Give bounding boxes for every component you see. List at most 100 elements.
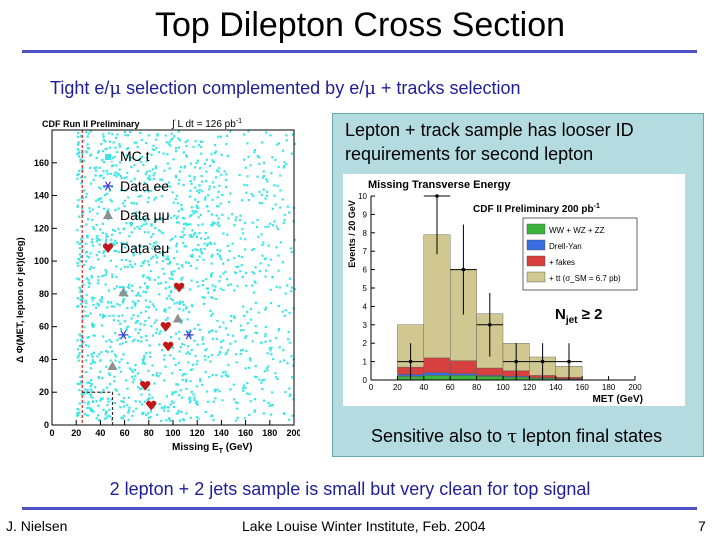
mc-point: [209, 309, 212, 312]
mc-point: [79, 334, 82, 337]
mc-point: [218, 249, 222, 252]
mc-point: [138, 252, 142, 255]
mc-point: [137, 291, 140, 294]
mc-point: [86, 414, 89, 417]
mc-point: [277, 269, 280, 272]
mc-point: [93, 334, 96, 337]
mc-point: [283, 161, 286, 164]
mc-point: [277, 254, 280, 257]
mc-point: [219, 340, 223, 344]
mc-point: [110, 185, 114, 189]
mc-point: [111, 275, 114, 279]
mc-point: [175, 217, 178, 220]
mc-point: [140, 336, 143, 339]
mc-point: [85, 250, 89, 253]
mc-point: [76, 241, 79, 244]
mc-point: [212, 418, 215, 422]
mc-point: [130, 231, 133, 234]
mc-point: [213, 143, 217, 147]
mc-point: [97, 304, 101, 307]
mc-point: [219, 275, 222, 278]
mc-point: [270, 353, 273, 356]
mc-point: [279, 189, 282, 192]
mc-point: [131, 265, 134, 269]
mc-point: [102, 251, 105, 254]
mc-point: [193, 175, 196, 179]
mc-point: [161, 349, 164, 352]
mc-point: [178, 170, 182, 173]
mc-point: [135, 184, 139, 188]
mc-point: [162, 188, 165, 191]
x-tick-label: 100: [496, 383, 510, 392]
legend-marker-emu: [102, 243, 114, 253]
mc-point: [92, 323, 96, 327]
data-emu-point: [139, 380, 151, 391]
mc-point: [80, 238, 83, 241]
mc-point: [281, 198, 284, 201]
mc-point: [222, 321, 225, 324]
mc-point: [182, 227, 186, 230]
mc-point: [152, 177, 155, 181]
mc-point: [99, 313, 102, 316]
mc-point: [119, 322, 122, 325]
mc-point: [245, 349, 248, 353]
mc-point: [218, 280, 221, 283]
mc-point: [233, 398, 236, 401]
mc-point: [100, 300, 103, 303]
mc-point: [255, 331, 259, 335]
mc-point: [239, 329, 243, 332]
mc-point: [131, 289, 134, 292]
mc-point: [93, 361, 96, 364]
mc-point: [204, 370, 207, 373]
histogram-title: Missing Transverse Energy: [368, 179, 511, 191]
y-tick-label: 100: [34, 256, 49, 266]
y-tick-label: 3: [363, 321, 368, 330]
mc-point: [130, 306, 133, 309]
mc-point: [212, 160, 215, 163]
legend-label: Data eμ: [120, 240, 169, 256]
mc-point: [208, 185, 211, 188]
mc-point: [219, 287, 222, 290]
mc-point: [90, 408, 94, 412]
mc-point: [226, 154, 229, 158]
mc-point: [193, 339, 196, 342]
mc-point: [273, 220, 276, 223]
conclusion-text: 2 lepton + 2 jets sample is small but ve…: [109, 479, 591, 499]
mc-point: [100, 295, 104, 299]
mc-point: [82, 189, 86, 192]
mc-point: [150, 153, 153, 156]
mc-point: [78, 388, 81, 392]
mc-point: [82, 263, 86, 267]
mc-point: [102, 388, 105, 392]
mc-point: [217, 135, 220, 138]
mc-point: [162, 152, 165, 155]
mc-point: [122, 286, 126, 289]
mc-point: [118, 361, 121, 364]
mc-point: [96, 282, 100, 285]
mc-point: [183, 245, 186, 248]
mc-point: [204, 180, 208, 183]
mc-point: [102, 408, 105, 411]
mc-point: [131, 381, 135, 384]
mc-point: [219, 351, 222, 355]
mc-point: [135, 320, 138, 323]
mc-point: [130, 368, 133, 371]
mc-point: [101, 231, 104, 234]
mc-point: [204, 410, 207, 414]
mc-point: [225, 278, 229, 281]
mc-point: [277, 305, 280, 308]
footer-divider: [22, 507, 697, 510]
mc-point: [244, 221, 247, 225]
mc-point: [107, 289, 111, 292]
mc-point: [77, 199, 80, 202]
njet-n: N: [555, 306, 566, 323]
mc-point: [82, 309, 85, 313]
mc-point: [201, 296, 204, 299]
mc-point: [82, 139, 85, 142]
mc-point: [128, 156, 131, 159]
mc-point: [200, 175, 203, 178]
mc-point: [143, 354, 146, 357]
mc-point: [258, 270, 261, 273]
mc-point: [171, 137, 174, 140]
mc-point: [195, 161, 198, 165]
